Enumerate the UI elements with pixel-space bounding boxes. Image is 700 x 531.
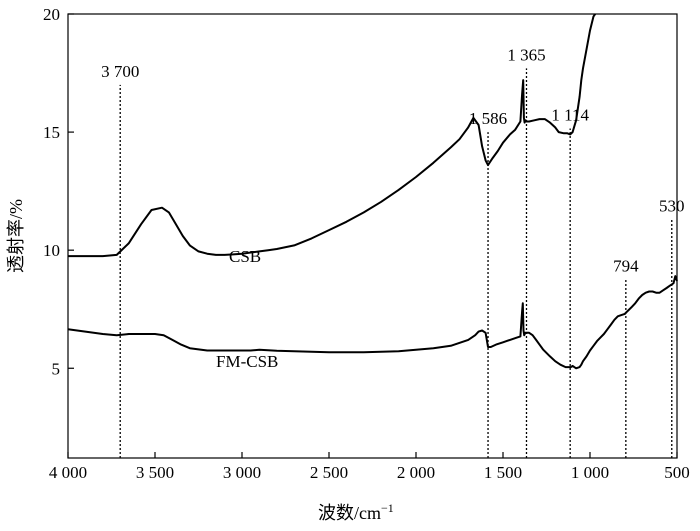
annotation-label: 3 700 [101, 62, 139, 81]
annotation-label: 1 114 [551, 106, 589, 125]
y-tick-label: 10 [43, 241, 60, 260]
x-tick-label: 500 [664, 463, 690, 482]
x-tick-label: 2 500 [310, 463, 348, 482]
y-tick-label: 5 [52, 359, 61, 378]
annotation-label: 794 [613, 257, 639, 276]
y-axis-ticks: 5 10 15 20 [43, 5, 74, 378]
x-axis-title-sup: −1 [381, 501, 394, 515]
x-axis-ticks: 4 000 3 500 3 000 2 500 2 000 1 500 1 000 500 [49, 452, 690, 482]
annotation-label: 530 [659, 196, 685, 215]
series-label-fm-csb: FM-CSB [216, 352, 278, 371]
x-tick-label: 3 000 [223, 463, 261, 482]
annotation-label: 1 365 [507, 45, 545, 64]
series-label-csb: CSB [229, 247, 261, 266]
y-tick-label: 20 [43, 5, 60, 24]
y-tick-label: 15 [43, 123, 60, 142]
spectra-lines [67, 13, 678, 370]
series-line-0 [68, 13, 597, 258]
x-tick-label: 1 000 [571, 463, 609, 482]
series-line-1 [67, 275, 678, 370]
x-tick-label: 3 500 [136, 463, 174, 482]
y-axis-title: 透射率/% [6, 199, 26, 273]
x-tick-label: 1 500 [484, 463, 522, 482]
x-axis-title: 波数/cm−1 [318, 501, 394, 523]
x-tick-label: 2 000 [397, 463, 435, 482]
x-axis-title-text: 波数/cm [318, 503, 381, 523]
plot-frame [67, 13, 678, 459]
x-tick-label: 4 000 [49, 463, 87, 482]
